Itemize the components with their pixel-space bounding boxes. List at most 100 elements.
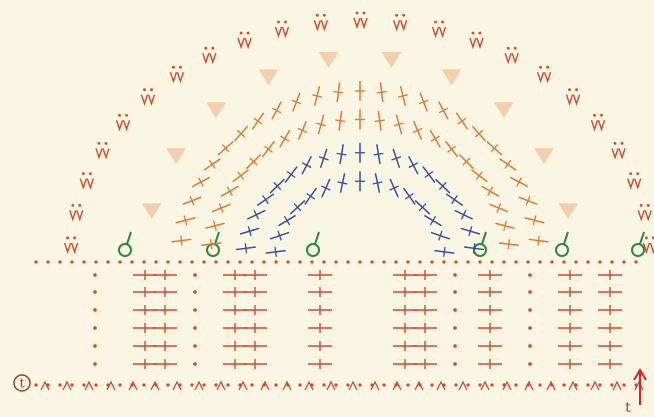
chain-dot	[586, 383, 590, 387]
green-marker	[306, 243, 320, 257]
row-dot	[93, 290, 97, 294]
blue-stitch	[423, 214, 442, 227]
chain-dot	[514, 260, 518, 264]
chain-dot	[370, 383, 374, 387]
v-dot	[246, 31, 250, 35]
v-stitch	[504, 52, 519, 65]
v-dot	[150, 88, 153, 92]
chain-dot	[550, 383, 554, 387]
row-dot	[93, 344, 97, 348]
chain-dot	[226, 383, 230, 387]
blue-stitch	[435, 178, 451, 194]
orange-stitch	[499, 158, 517, 171]
blue-stitch	[430, 231, 451, 240]
orange-stitch	[211, 203, 231, 213]
fan-shell	[141, 203, 162, 220]
orange-stitch	[292, 92, 301, 112]
chain-dot	[202, 260, 206, 264]
orange-stitch	[429, 129, 441, 148]
chain-dot	[574, 260, 578, 264]
v-stitch	[392, 20, 408, 32]
v-dot	[71, 203, 75, 207]
chain-dot	[526, 260, 530, 264]
blue-stitch	[321, 178, 331, 198]
v-stitch	[590, 120, 606, 132]
v-dot	[575, 88, 578, 92]
chain-dot	[250, 383, 254, 387]
v-stitch	[611, 148, 626, 160]
chain-caret	[480, 380, 490, 391]
blue-stitch	[376, 144, 381, 165]
chain-caret	[282, 380, 292, 391]
chain-dot	[490, 383, 494, 387]
v-dot	[629, 172, 633, 176]
chain-dot	[610, 260, 614, 264]
orange-stitch	[171, 238, 192, 243]
chain-dot	[538, 260, 542, 264]
orange-stitch	[251, 112, 265, 130]
blue-stitch	[434, 249, 455, 254]
fan-shell	[318, 51, 339, 68]
blue-stitch	[402, 187, 416, 205]
v-stitch	[115, 120, 131, 132]
chain-dot	[514, 383, 518, 387]
chain-dot	[442, 383, 446, 387]
chain-dot	[430, 260, 434, 264]
v-dot	[593, 113, 596, 117]
v-dot	[506, 46, 510, 50]
blue-stitch	[407, 155, 419, 175]
chain-caret	[40, 380, 50, 391]
green-marker	[555, 243, 569, 257]
row-dot	[453, 344, 457, 348]
chain-caret	[612, 380, 622, 391]
chain-caret	[304, 380, 314, 391]
chain-dot	[82, 383, 86, 387]
chain-caret	[458, 380, 468, 391]
row-dot	[193, 308, 197, 312]
v-dot	[402, 13, 406, 17]
chain-dot	[106, 260, 110, 264]
chain-caret	[502, 380, 512, 391]
green-marker	[631, 243, 645, 257]
v-dot	[239, 31, 243, 35]
chain-caret	[150, 380, 160, 391]
orange-stitch	[191, 176, 211, 188]
orange-stitch	[524, 217, 545, 224]
chain-dot	[454, 383, 458, 387]
chain-dot	[298, 260, 302, 264]
blue-stitch	[460, 227, 481, 235]
orange-stitch	[336, 82, 341, 103]
blue-stitch	[374, 173, 381, 193]
chain-dot	[226, 260, 230, 264]
v-dot	[620, 142, 624, 145]
chain-dot	[166, 383, 170, 387]
chain-dot	[94, 383, 98, 387]
chain-dot	[130, 383, 134, 387]
chain-caret	[370, 380, 380, 391]
chain-dot	[394, 260, 398, 264]
row-dot	[528, 344, 532, 348]
chain-dot	[298, 383, 302, 387]
v-stitch	[95, 148, 110, 160]
chain-dot	[622, 383, 626, 387]
chain-dot	[310, 383, 314, 387]
v-dot	[143, 88, 146, 92]
row-dot	[453, 326, 457, 330]
orange-stitch	[438, 101, 449, 120]
row-dot	[528, 326, 532, 330]
chain-dot	[394, 383, 398, 387]
orange-stitch	[205, 222, 225, 230]
v-stitch	[565, 94, 581, 106]
chain-caret	[62, 380, 72, 391]
v-stitch	[169, 71, 185, 84]
chain-dot	[334, 383, 338, 387]
chain-dot	[526, 383, 530, 387]
chain-caret	[326, 380, 336, 391]
v-dot	[362, 11, 366, 15]
chain-dot	[598, 383, 602, 387]
blue-stitch	[246, 209, 266, 220]
v-dot	[104, 142, 108, 145]
orange-stitch	[279, 129, 291, 148]
v-dot	[513, 46, 517, 50]
chain-dot	[82, 260, 86, 264]
